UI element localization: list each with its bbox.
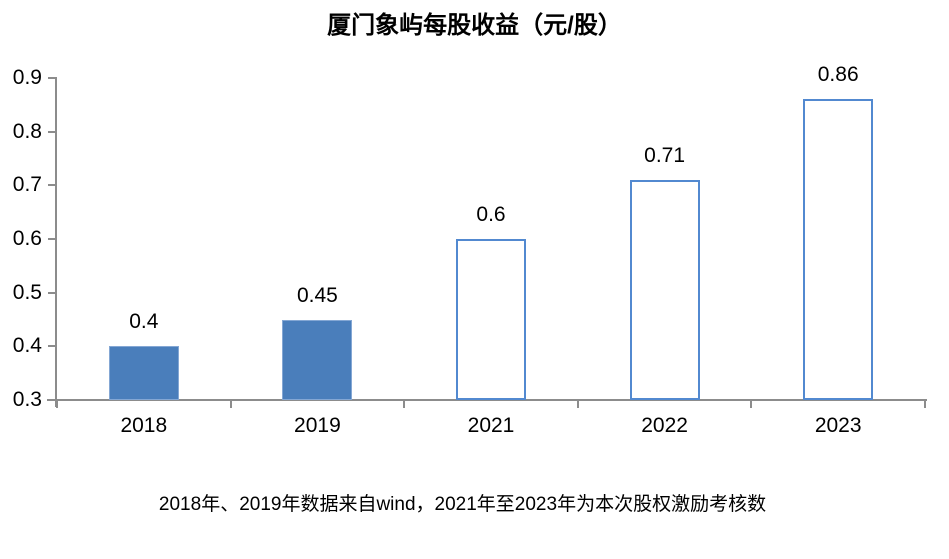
y-axis-tick-label: 0.4 — [12, 334, 42, 358]
x-axis-tick — [403, 399, 406, 408]
bar-value-label: 0.86 — [817, 63, 859, 87]
bar-2023 — [803, 99, 874, 400]
y-axis-tick — [48, 77, 57, 79]
y-axis-tick — [48, 345, 57, 348]
x-axis-tick — [229, 399, 232, 408]
y-axis-tick-label: 0.5 — [12, 280, 42, 304]
x-axis-label-2022: 2022 — [641, 414, 688, 437]
x-axis-tick — [750, 399, 753, 408]
x-axis-label-2018: 2018 — [120, 414, 168, 437]
x-axis-tick — [576, 399, 579, 408]
y-axis-tick — [48, 291, 57, 294]
y-axis-tick-label: 0.9 — [12, 66, 42, 89]
y-axis-tick-label: 0.7 — [12, 173, 42, 197]
x-axis-tick — [56, 399, 58, 408]
y-axis-tick-label: 0.3 — [12, 388, 42, 411]
y-axis-tick — [48, 184, 57, 187]
bar-value-label: 0.4 — [129, 310, 159, 334]
bar-value-label: 0.45 — [296, 283, 338, 307]
y-axis-tick — [48, 399, 57, 401]
bar-2022 — [629, 179, 700, 400]
x-axis-label-2021: 2021 — [467, 414, 515, 437]
bar-2021 — [456, 239, 526, 400]
chart-title: 厦门象屿每股收益（元/股） — [327, 12, 622, 39]
y-axis-tick — [48, 130, 57, 133]
chart-footnote: 2018年、2019年数据来自wind，2021年至2023年为本次股权激励考核… — [158, 494, 767, 515]
bar-2018 — [108, 346, 179, 400]
y-axis-line — [55, 77, 57, 407]
bar-2019 — [282, 319, 353, 400]
x-axis-tick — [924, 399, 926, 408]
y-axis-tick-label: 0.6 — [12, 227, 42, 250]
x-axis-label-2023: 2023 — [814, 414, 862, 437]
x-axis-label-2019: 2019 — [294, 414, 341, 437]
bar-value-label: 0.71 — [644, 143, 686, 167]
bar-value-label: 0.6 — [476, 203, 506, 226]
y-axis-tick — [48, 238, 57, 240]
y-axis-tick-label: 0.8 — [12, 119, 42, 143]
x-axis-line — [47, 399, 927, 401]
